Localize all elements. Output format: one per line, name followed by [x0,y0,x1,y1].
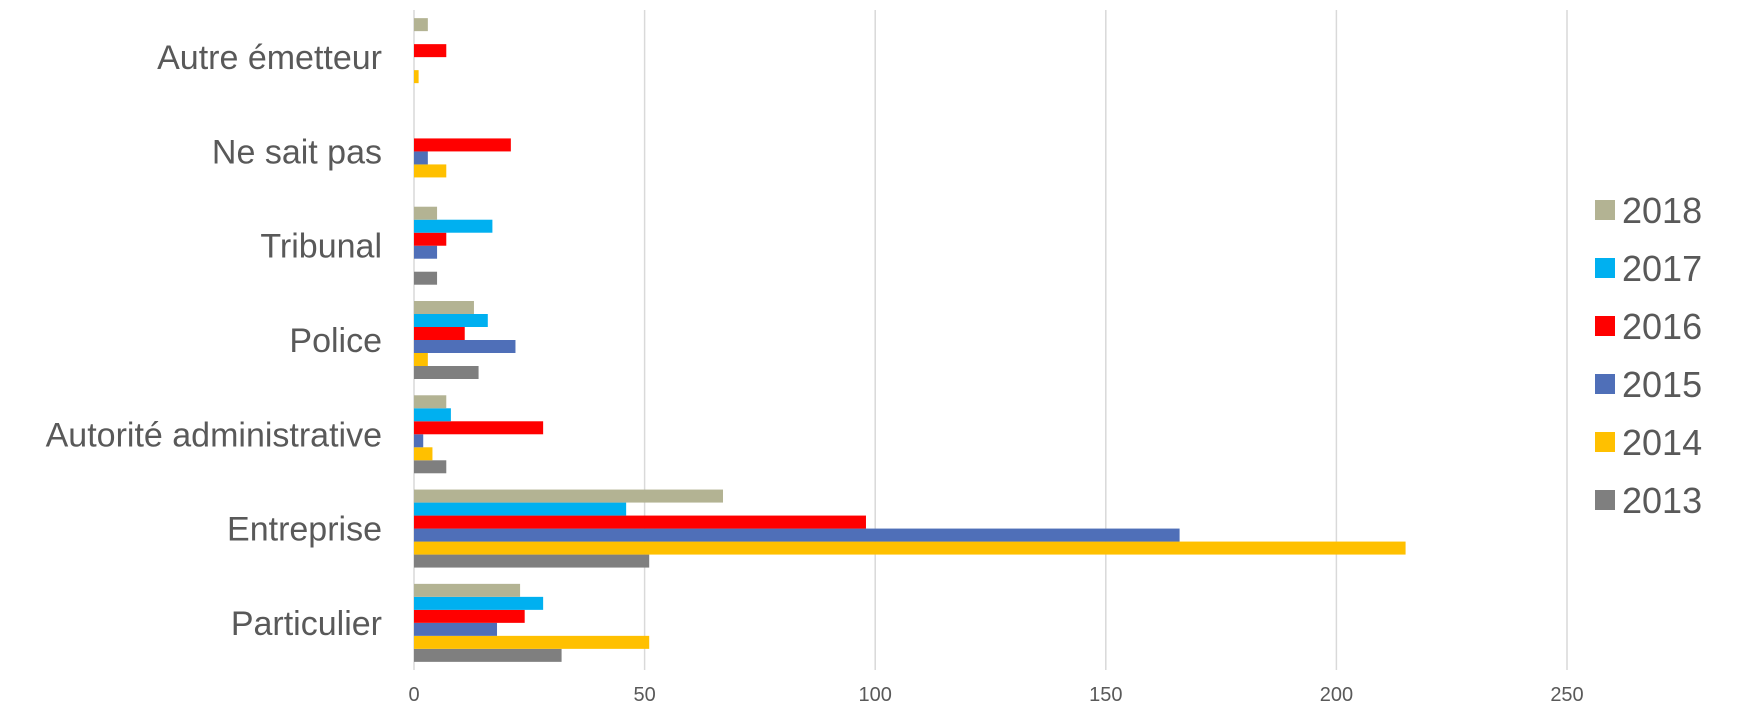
bars [414,18,1406,662]
bar-2018 [414,489,724,503]
legend-swatch-2016 [1595,316,1615,336]
legend-swatch-2015 [1595,374,1615,394]
bar-2013 [414,460,447,474]
legend-label-2013: 2013 [1622,480,1702,521]
x-tick-labels: 0 50 100 150 200 250 [408,684,1583,706]
bar-2017 [414,408,451,422]
bar-2014 [414,541,1406,555]
bar-2016 [414,421,544,435]
bar-2016 [414,515,866,529]
legend-swatch-2013 [1595,490,1615,510]
bar-2017 [414,502,627,516]
legend-swatch-2017 [1595,258,1615,278]
bar-2018 [414,583,521,597]
bar-2014 [414,70,419,84]
category-label: Ne sait pas [212,133,382,171]
x-tick-label: 100 [859,684,892,706]
category-labels: Particulier Entreprise Autorité administra… [46,39,382,643]
bar-2013 [414,648,562,662]
bar-2016 [414,327,465,340]
bar-2014 [414,164,447,178]
category-label: Particulier [231,605,382,643]
bar-2017 [414,219,493,233]
bar-2016 [414,138,511,152]
bar-2015 [414,151,428,165]
bar-2013 [414,366,479,379]
bar-2016 [414,609,525,623]
legend-label-2014: 2014 [1622,422,1702,463]
bar-2014 [414,353,428,366]
bar-2017 [414,314,488,327]
bar-2014 [414,635,650,649]
x-tick-label: 50 [633,684,655,706]
category-label: Autorité administrative [46,416,382,454]
legend-label-2017: 2017 [1622,248,1702,289]
category-label: Tribunal [260,228,382,266]
bar-2015 [414,622,498,636]
x-tick-label: 200 [1320,684,1353,706]
x-tick-label: 150 [1089,684,1122,706]
x-tick-label: 0 [408,684,419,706]
bar-2018 [414,395,447,409]
legend-label-2015: 2015 [1622,364,1702,405]
bar-2015 [414,340,516,353]
legend-swatch-2018 [1595,200,1615,220]
bar-2016 [414,44,447,58]
bar-2015 [414,245,438,259]
category-label: Autre émetteur [157,39,382,77]
bar-2016 [414,232,447,246]
category-label: Entreprise [227,511,382,549]
bar-2013 [414,554,650,568]
legend: 2018 2017 2016 2015 2014 2013 [1595,190,1702,521]
x-tick-label: 250 [1550,684,1583,706]
legend-label-2018: 2018 [1622,190,1702,231]
bar-2018 [414,206,438,220]
legend-swatch-2014 [1595,432,1615,452]
bar-2015 [414,434,424,448]
category-label: Police [289,322,382,360]
bar-2015 [414,528,1180,542]
bar-2018 [414,18,428,32]
bar-2013 [414,271,438,285]
bar-2017 [414,596,544,610]
bar-2014 [414,447,433,461]
gridlines [413,10,1568,670]
legend-label-2016: 2016 [1622,306,1702,347]
bar-2018 [414,301,474,314]
